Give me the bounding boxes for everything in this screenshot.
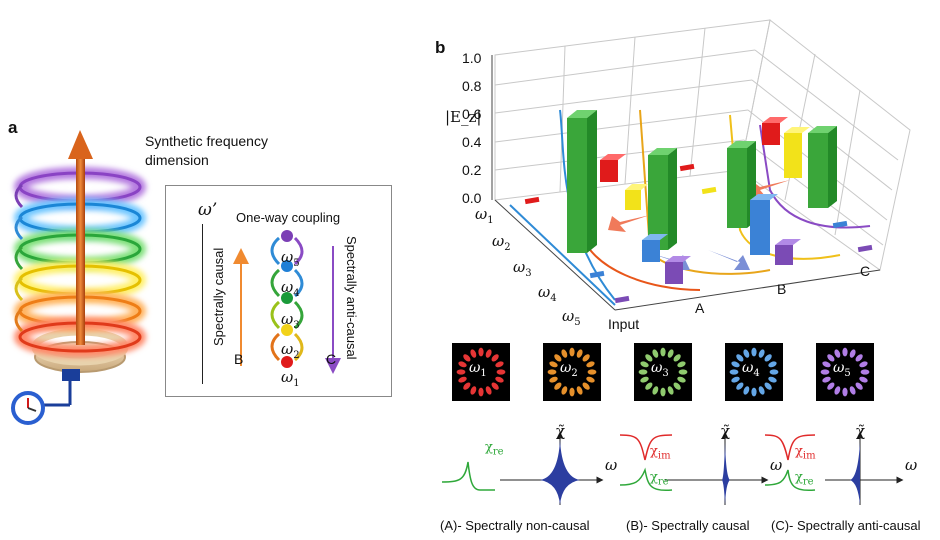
position-label-c: C	[860, 263, 871, 279]
plot-c-omega-axis: ω	[905, 456, 918, 474]
mode-image-5: ω5	[816, 343, 874, 401]
z-tick-4: 0.4	[462, 134, 482, 150]
coupling-arrow-up-2	[748, 180, 790, 197]
freq-label-5: ω5	[562, 307, 581, 328]
plot-a-chi-axis: χ̃	[556, 422, 566, 440]
z-tick-5: 0.2	[462, 162, 482, 178]
freq-label-4: ω4	[538, 283, 557, 304]
plot-b-chi-im: χim	[650, 444, 671, 462]
bar-c-w2	[784, 127, 810, 178]
frequency-axis-shaft	[76, 155, 85, 345]
panel-a-letter: a	[8, 118, 18, 137]
bar-b-w4	[750, 194, 778, 255]
bar-input-w4	[567, 110, 597, 253]
inset-mode-label-1: ω1	[281, 368, 300, 389]
bar-a-w1	[600, 154, 626, 182]
synthetic-dimension-title-2: dimension	[145, 152, 209, 168]
frequency-axis-line	[494, 199, 616, 311]
plot-b-omega-axis: ω	[770, 456, 783, 474]
inset-axis-line	[202, 224, 203, 384]
position-axis-line	[614, 269, 881, 311]
mode-image-3: ω3	[634, 343, 692, 401]
bar-b-w5	[775, 239, 801, 265]
plot-a-omega-axis: ω	[605, 456, 618, 474]
z-tick-3: 0.6	[462, 106, 482, 122]
mode-dot-5	[281, 230, 293, 242]
mode-dot-3	[281, 292, 293, 304]
mode-image-label-4: ω4	[742, 360, 760, 379]
inset-mode-label-3: ω3	[281, 310, 300, 331]
z-tick-2: 0.8	[462, 78, 482, 94]
plot-c-chi-axis: χ̃	[856, 422, 866, 440]
bar-a-w3	[648, 148, 677, 250]
freq-label-2: ω2	[492, 232, 511, 253]
plot-b-chi-axis: χ̃	[721, 422, 731, 440]
ring-stack-illustration	[11, 130, 146, 425]
frequency-axis-arrowhead	[68, 130, 93, 159]
mode-image-label-3: ω3	[651, 360, 669, 379]
mode-image-1: ω1	[452, 343, 510, 401]
response-plot-c	[764, 431, 904, 505]
bar-c-w3	[808, 126, 837, 208]
z-axis-label: |E_z|	[445, 108, 482, 126]
position-label-b: B	[777, 281, 787, 297]
caption-c: (C)- Spectrally anti-causal	[771, 518, 921, 533]
inset-label-c: C	[326, 351, 337, 367]
inset-axis-label: ω’	[198, 200, 218, 220]
plot-b-chi-re: χre	[650, 470, 669, 488]
mode-dot-2	[281, 324, 293, 336]
caption-b: (B)- Spectrally causal	[626, 518, 750, 533]
response-function-plots	[441, 431, 904, 505]
z-tick-1: 1.0	[462, 50, 482, 66]
inset-title: One-way coupling	[236, 210, 341, 225]
inset-label-b: B	[234, 351, 244, 367]
field-distribution-3d-plot	[491, 19, 911, 311]
mode-dot-4	[281, 260, 293, 272]
plot-c-chi-im: χim	[795, 444, 816, 462]
coupling-arrow-down-2	[708, 250, 750, 270]
inset-mode-label-5: ω5	[281, 248, 300, 269]
bar-a-w2	[625, 184, 648, 210]
modulator-clock-icon	[11, 369, 80, 425]
response-plot-a	[441, 431, 604, 505]
plot-a-chi-re: χre	[485, 440, 504, 458]
bar-a-w4	[642, 234, 668, 262]
mode-image-label-1: ω1	[469, 360, 487, 379]
mode-image-4: ω4	[725, 343, 783, 401]
synthetic-dimension-title-1: Synthetic frequency	[145, 133, 268, 149]
bar-c-w1	[762, 117, 788, 145]
bar-a-w5	[665, 256, 691, 284]
one-way-coupling-inset: ω’ One-way coupling Spectrally causal Sp…	[165, 185, 392, 397]
mode-image-label-2: ω2	[560, 360, 578, 379]
plot-c-chi-re: χre	[795, 470, 814, 488]
response-plot-b	[619, 431, 769, 505]
mode-dot-1	[281, 356, 293, 368]
caption-a: (A)- Spectrally non-causal	[440, 518, 590, 533]
inset-coupling-diagram	[233, 230, 341, 374]
freq-label-1: ω1	[475, 205, 494, 226]
coupling-arrow-up-1	[608, 215, 650, 232]
position-label-input: Input	[608, 316, 640, 332]
mode-image-2: ω2	[543, 343, 601, 401]
inset-mode-label-4: ω4	[281, 278, 300, 299]
inset-mode-label-2: ω2	[281, 340, 300, 361]
mode-image-label-5: ω5	[833, 360, 851, 379]
plot-grid	[494, 19, 911, 271]
position-label-a: A	[695, 300, 705, 316]
freq-label-3: ω3	[513, 258, 532, 279]
z-tick-6: 0.0	[462, 190, 482, 206]
panel-b-letter: b	[435, 38, 446, 57]
